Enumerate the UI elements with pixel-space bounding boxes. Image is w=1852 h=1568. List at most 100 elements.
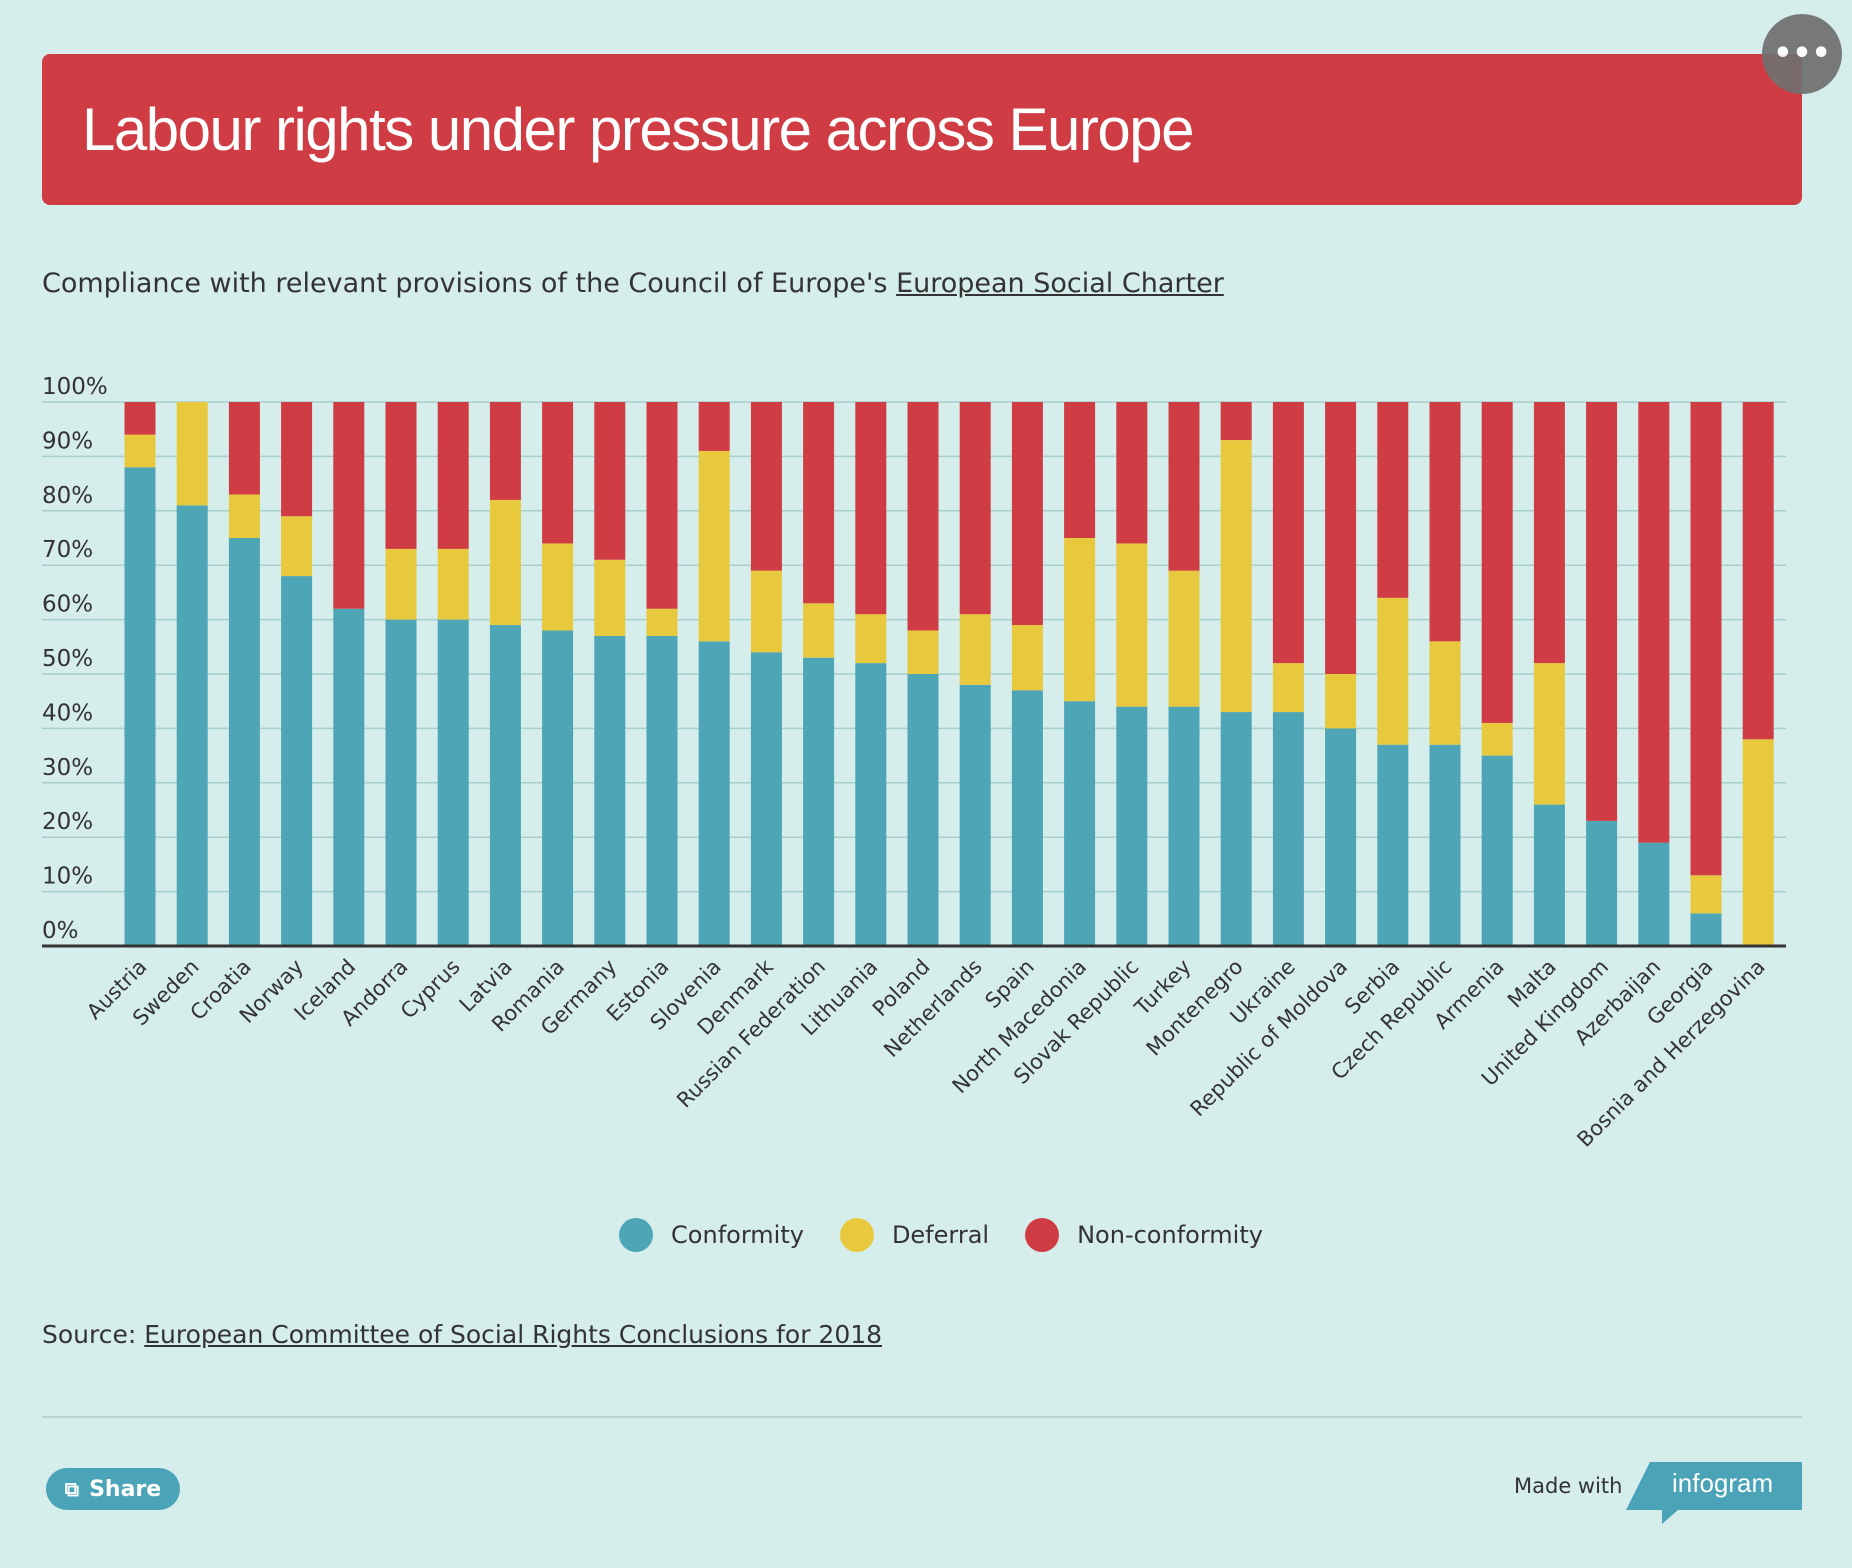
y-tick-label: 70%: [42, 537, 93, 563]
bar-deferral: [1325, 674, 1357, 729]
bar-deferral: [124, 434, 156, 468]
bar-conformity: [855, 663, 887, 946]
bar-non-conformity: [1533, 402, 1565, 664]
bar-non-conformity: [1220, 402, 1252, 441]
bar-non-conformity: [1011, 402, 1043, 626]
y-tick-label: 0%: [42, 918, 79, 944]
bar-conformity: [646, 635, 678, 946]
legend-label: Deferral: [891, 1221, 990, 1249]
bar-non-conformity: [1272, 402, 1304, 664]
bar-conformity: [1377, 744, 1409, 946]
bar-non-conformity: [1064, 402, 1096, 538]
y-tick-label: 30%: [42, 755, 93, 781]
bar-conformity: [1481, 755, 1513, 946]
bar-deferral: [1690, 875, 1722, 914]
bar-non-conformity: [385, 402, 417, 549]
bar-non-conformity: [1742, 402, 1774, 740]
y-tick-label: 50%: [42, 646, 93, 672]
y-tick-label: 40%: [42, 700, 93, 726]
bar-deferral: [1272, 663, 1304, 713]
bar-non-conformity: [1481, 402, 1513, 723]
bar-conformity: [1533, 804, 1565, 946]
bar-conformity: [176, 505, 208, 946]
legend-label: Non-conformity: [1077, 1221, 1263, 1249]
bar-deferral: [1168, 570, 1200, 707]
bar-non-conformity: [1690, 402, 1722, 876]
bar-conformity: [437, 619, 469, 946]
y-tick-label: 10%: [42, 864, 93, 890]
stacked-bar-chart: 0%10%20%30%40%50%60%70%80%90%100%Austria…: [42, 374, 1786, 1152]
bar-conformity: [542, 630, 574, 946]
bar-non-conformity: [437, 402, 469, 549]
bar-deferral: [855, 614, 887, 664]
share-button[interactable]: ⧉ Share: [46, 1468, 180, 1510]
bar-conformity: [1325, 728, 1357, 946]
bar-non-conformity: [1586, 402, 1618, 821]
source-prefix: Source:: [42, 1320, 145, 1349]
bar-conformity: [1429, 744, 1461, 946]
infogram-logo[interactable]: [1626, 1462, 1802, 1524]
bar-non-conformity: [1116, 402, 1148, 544]
more-dots-icon: •••: [1773, 36, 1831, 71]
more-options-button[interactable]: •••: [1762, 14, 1842, 94]
bar-conformity: [333, 608, 365, 946]
bar-deferral: [1116, 543, 1148, 707]
bar-deferral: [385, 548, 417, 620]
share-icon: ⧉: [64, 1477, 80, 1501]
bar-deferral: [698, 450, 730, 642]
infogram-brand: infogram: [1672, 1468, 1774, 1498]
bar-non-conformity: [855, 402, 887, 615]
legend-item[interactable]: Deferral: [839, 1218, 990, 1252]
bar-non-conformity: [698, 402, 730, 451]
bar-conformity: [1586, 820, 1618, 946]
y-tick-label: 90%: [42, 428, 93, 454]
bar-conformity: [1638, 842, 1670, 946]
legend-swatch: [839, 1218, 874, 1252]
bar-deferral: [1064, 538, 1096, 702]
bar-conformity: [698, 641, 730, 946]
bar-conformity: [1220, 712, 1252, 946]
bar-non-conformity: [803, 402, 835, 604]
bar-non-conformity: [646, 402, 678, 609]
legend-item[interactable]: Non-conformity: [1025, 1218, 1263, 1252]
chart-legend: Conformity Deferral Non-conformity: [0, 1218, 1852, 1252]
bar-deferral: [1481, 722, 1513, 756]
bar-conformity: [489, 625, 521, 946]
bar-conformity: [1064, 701, 1096, 946]
bar-non-conformity: [1429, 402, 1461, 642]
bar-conformity: [1272, 712, 1304, 946]
bar-conformity: [750, 652, 782, 946]
legend-swatch: [1025, 1218, 1060, 1252]
bar-conformity: [1011, 690, 1043, 946]
legend-item[interactable]: Conformity: [619, 1218, 804, 1252]
bar-conformity: [907, 674, 939, 946]
charter-link[interactable]: European Social Charter: [896, 268, 1224, 299]
source-link[interactable]: European Committee of Social Rights Conc…: [144, 1320, 883, 1349]
bar-deferral: [542, 543, 574, 631]
bar-non-conformity: [281, 402, 313, 517]
bar-deferral: [803, 603, 835, 658]
bar-conformity: [1690, 913, 1722, 946]
bar-deferral: [646, 608, 678, 636]
bar-deferral: [489, 499, 521, 626]
bar-conformity: [281, 576, 313, 946]
chart-subtitle: Compliance with relevant provisions of t…: [42, 268, 1224, 299]
bar-non-conformity: [907, 402, 939, 631]
made-with-label: Made with: [1514, 1474, 1623, 1498]
bar-non-conformity: [1638, 402, 1670, 843]
bar-deferral: [1533, 663, 1565, 805]
bar-deferral: [1742, 739, 1774, 946]
chart-header: Labour rights under pressure across Euro…: [42, 54, 1802, 205]
bar-deferral: [281, 516, 313, 577]
bar-non-conformity: [489, 402, 521, 500]
bar-deferral: [1011, 625, 1043, 691]
chart-source: Source: European Committee of Social Rig…: [42, 1320, 882, 1349]
bar-conformity: [1116, 706, 1148, 946]
bar-deferral: [437, 548, 469, 620]
legend-swatch: [619, 1218, 654, 1252]
bar-deferral: [1429, 641, 1461, 745]
y-tick-label: 60%: [42, 592, 93, 618]
bar-conformity: [1168, 706, 1200, 946]
bar-non-conformity: [542, 402, 574, 544]
chart-title: Labour rights under pressure across Euro…: [82, 96, 1194, 163]
